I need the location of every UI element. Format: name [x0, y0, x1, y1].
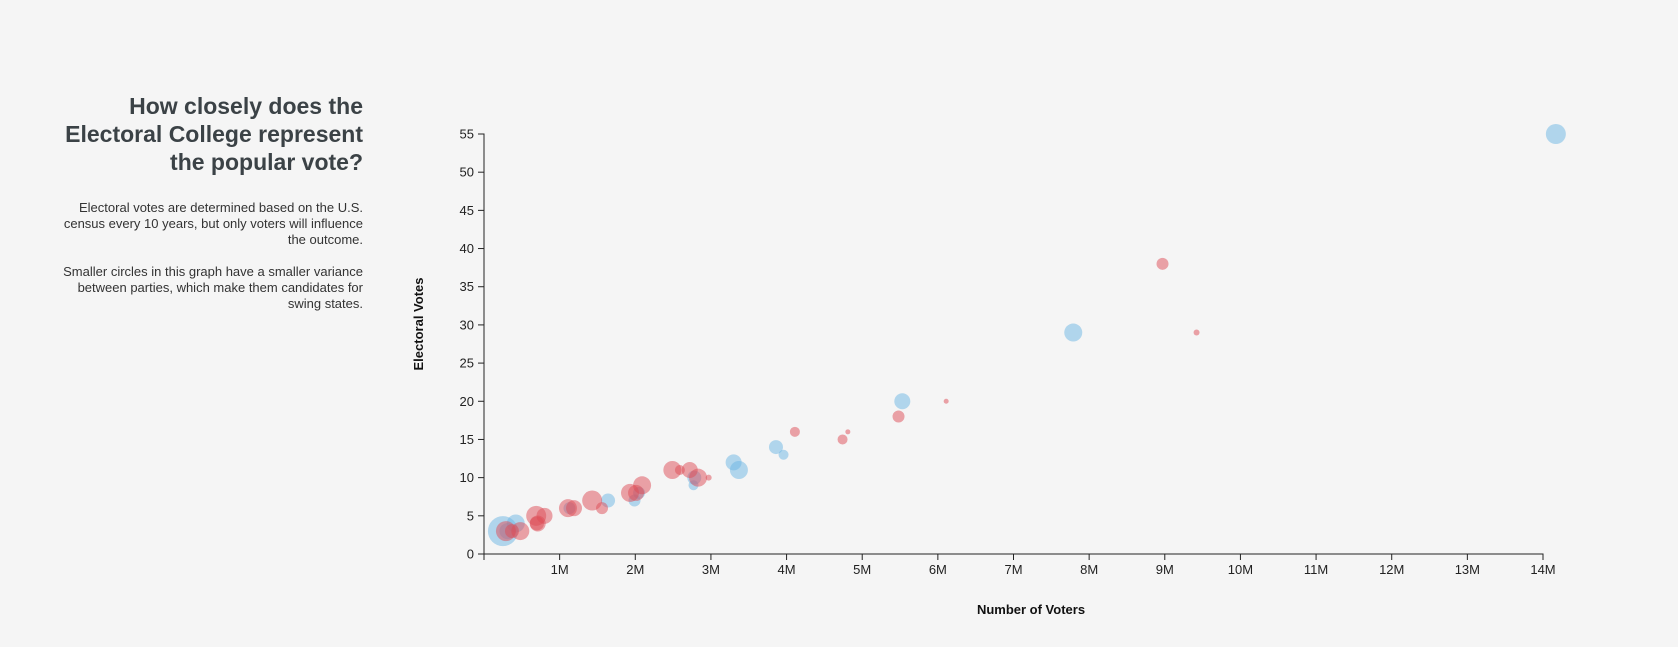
data-point-red-18[interactable]: [566, 500, 583, 517]
data-point-blue-3[interactable]: [768, 440, 783, 455]
y-tick-label: 15: [460, 432, 474, 447]
data-point-red-5[interactable]: [845, 429, 851, 435]
y-tick-label: 0: [467, 547, 474, 562]
y-tick-label: 10: [460, 470, 474, 485]
x-axis-title: Number of Voters: [977, 602, 1085, 617]
y-tick-label: 50: [460, 165, 474, 180]
y-axis-title: Electoral Votes: [411, 278, 426, 371]
x-tick-label: 7M: [1004, 562, 1022, 577]
points-layer: [487, 124, 1566, 547]
data-point-blue-2[interactable]: [894, 393, 911, 410]
x-tick-label: 6M: [929, 562, 947, 577]
x-tick-label: 12M: [1379, 562, 1404, 577]
data-point-blue-1[interactable]: [1064, 323, 1083, 342]
y-tick-label: 35: [460, 279, 474, 294]
y-tick-label: 25: [460, 356, 474, 371]
data-point-red-4[interactable]: [789, 426, 800, 437]
data-point-blue-4[interactable]: [778, 449, 789, 460]
x-tick-label: 4M: [778, 562, 796, 577]
data-point-red-10[interactable]: [689, 468, 708, 487]
y-tick-label: 20: [460, 394, 474, 409]
y-tick-label: 30: [460, 317, 474, 332]
data-point-red-7[interactable]: [663, 461, 682, 479]
data-point-red-22[interactable]: [536, 507, 553, 524]
x-tick-label: 9M: [1156, 562, 1174, 577]
axes-layer: 0 5 10 15 20 25 30 35 40 45 50 55 1M 2M 3M 4M 5M 6M 7M 8M 9M…: [460, 127, 1556, 578]
y-tick-label: 40: [460, 241, 474, 256]
x-tick-label: 2M: [626, 562, 644, 577]
y-tick-label: 45: [460, 203, 474, 218]
data-point-red-1[interactable]: [1193, 329, 1200, 336]
x-tick-label: 5M: [853, 562, 871, 577]
data-point-red-14[interactable]: [620, 483, 639, 502]
x-tick-label: 14M: [1530, 562, 1555, 577]
data-point-red-6[interactable]: [837, 434, 848, 445]
intro-paragraph-2: Smaller circles in this graph have a sma…: [63, 264, 363, 311]
data-point-red-16[interactable]: [596, 502, 609, 515]
x-tick-label: 10M: [1228, 562, 1253, 577]
data-point-red-3[interactable]: [892, 410, 905, 423]
data-point-red-11[interactable]: [705, 474, 712, 481]
data-point-blue-6[interactable]: [729, 461, 748, 479]
x-tick-label: 8M: [1080, 562, 1098, 577]
x-tick-label: 11M: [1304, 562, 1328, 577]
y-axis-line: [478, 133, 485, 555]
y-tick-label: 55: [460, 127, 474, 142]
data-point-red-25[interactable]: [504, 524, 519, 539]
y-tick-label: 5: [467, 508, 474, 523]
page-title: How closely does the Electoral College r…: [65, 93, 363, 175]
data-point-red-2[interactable]: [943, 398, 949, 404]
intro-panel: How closely does the Electoral College r…: [60, 92, 363, 328]
data-point-red-0[interactable]: [1156, 257, 1169, 270]
x-tick-label: 13M: [1455, 562, 1480, 577]
x-tick-label: 3M: [702, 562, 720, 577]
data-point-blue-0[interactable]: [1545, 124, 1566, 144]
x-tick-label: 1M: [551, 562, 569, 577]
intro-paragraph-1: Electoral votes are determined based on …: [63, 200, 363, 247]
